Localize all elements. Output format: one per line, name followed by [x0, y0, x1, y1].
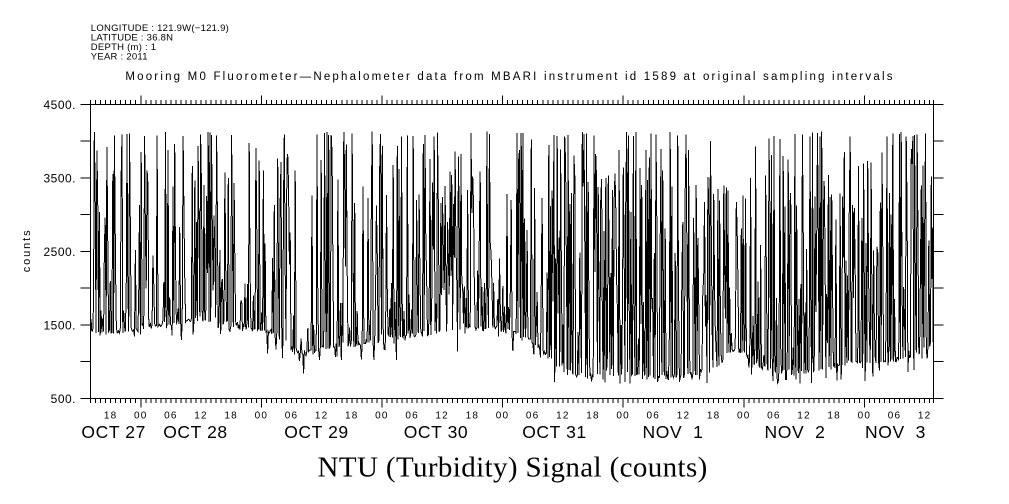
svg-text:06: 06 — [405, 410, 419, 421]
svg-text:NOV 1: NOV 1 — [643, 422, 704, 442]
svg-text:06: 06 — [526, 410, 540, 421]
svg-text:18: 18 — [707, 410, 721, 421]
svg-text:12: 12 — [918, 410, 932, 421]
svg-text:18: 18 — [345, 410, 359, 421]
svg-text:4500.: 4500. — [43, 98, 76, 112]
svg-text:00: 00 — [858, 410, 872, 421]
svg-text:OCT 27: OCT 27 — [81, 422, 146, 442]
svg-text:06: 06 — [164, 410, 178, 421]
svg-text:12: 12 — [194, 410, 208, 421]
svg-text:NOV 3: NOV 3 — [865, 422, 926, 442]
svg-text:12: 12 — [556, 410, 570, 421]
svg-text:2500.: 2500. — [43, 245, 76, 259]
svg-text:06: 06 — [285, 410, 299, 421]
svg-text:YEAR : 2011: YEAR : 2011 — [91, 52, 148, 63]
svg-text:18: 18 — [104, 410, 118, 421]
svg-text:OCT 30: OCT 30 — [404, 422, 469, 442]
svg-text:12: 12 — [315, 410, 329, 421]
svg-text:OCT 31: OCT 31 — [522, 422, 587, 442]
svg-text:00: 00 — [375, 410, 389, 421]
svg-text:12: 12 — [797, 410, 811, 421]
svg-text:NTU (Turbidity) Signal (counts: NTU (Turbidity) Signal (counts) — [318, 452, 708, 484]
svg-text:OCT 29: OCT 29 — [284, 422, 349, 442]
svg-text:12: 12 — [435, 410, 449, 421]
svg-text:00: 00 — [255, 410, 269, 421]
svg-text:18: 18 — [224, 410, 238, 421]
svg-text:06: 06 — [647, 410, 661, 421]
svg-text:00: 00 — [496, 410, 510, 421]
svg-text:06: 06 — [767, 410, 781, 421]
svg-text:18: 18 — [466, 410, 480, 421]
svg-text:500.: 500. — [51, 392, 76, 406]
svg-text:12: 12 — [677, 410, 691, 421]
svg-text:06: 06 — [888, 410, 902, 421]
svg-text:LONGITUDE : 121.9W(−121.9): LONGITUDE : 121.9W(−121.9) — [91, 23, 229, 34]
svg-text:18: 18 — [827, 410, 841, 421]
svg-text:3500.: 3500. — [43, 171, 76, 185]
svg-text:00: 00 — [737, 410, 751, 421]
svg-text:18: 18 — [586, 410, 600, 421]
svg-text:00: 00 — [616, 410, 630, 421]
svg-text:OCT 28: OCT 28 — [163, 422, 228, 442]
svg-text:Mooring M0 Fluorometer—Nephalo: Mooring M0 Fluorometer—Nephalometer data… — [125, 71, 894, 83]
svg-text:1500.: 1500. — [43, 318, 76, 332]
svg-text:LATITUDE : 36.8N: LATITUDE : 36.8N — [91, 33, 174, 44]
svg-text:NOV 2: NOV 2 — [765, 422, 826, 442]
svg-text:DEPTH (m) : 1: DEPTH (m) : 1 — [91, 42, 157, 53]
svg-text:counts: counts — [21, 228, 33, 272]
svg-text:00: 00 — [134, 410, 148, 421]
